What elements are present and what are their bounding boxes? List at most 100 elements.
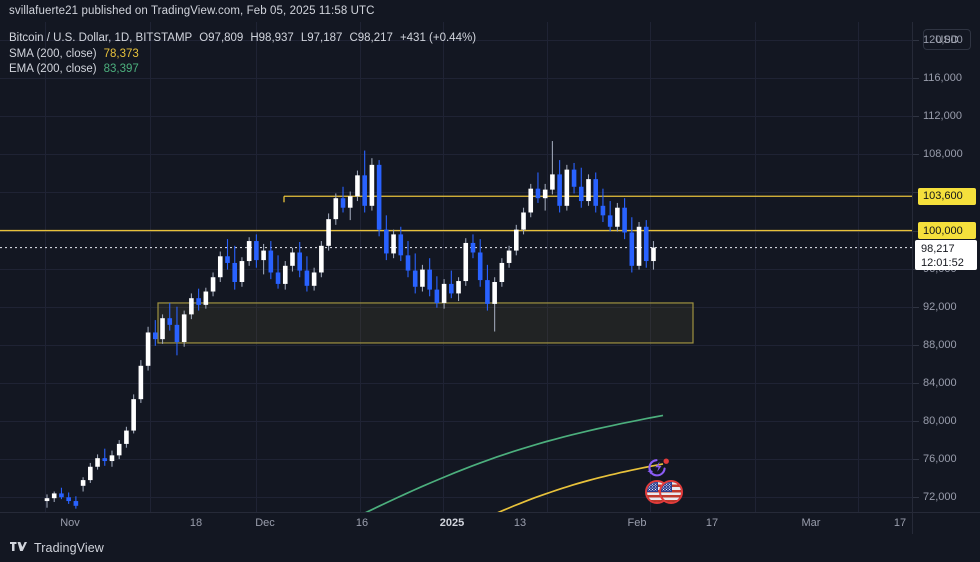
candle-body xyxy=(463,242,469,282)
candle-body xyxy=(398,234,404,256)
current-price-countdown: 12:01:52 xyxy=(921,256,964,269)
candle-body xyxy=(384,229,389,254)
gridline-horizontal xyxy=(0,116,912,117)
candle-body xyxy=(239,261,245,282)
candle-body xyxy=(304,270,310,286)
time-scale-label: 2025 xyxy=(439,517,465,529)
candle-body xyxy=(210,277,216,292)
candle-body xyxy=(571,169,577,187)
time-scale-label: Mar xyxy=(801,517,821,529)
candle-body xyxy=(109,455,115,462)
gridline-horizontal xyxy=(0,78,912,79)
candle-body xyxy=(189,298,194,315)
candle-body xyxy=(485,280,490,304)
candle-body xyxy=(246,241,252,262)
candlestick-series xyxy=(44,141,656,509)
candle-body xyxy=(651,247,656,262)
candle-body xyxy=(542,189,548,199)
time-scale-label: 17 xyxy=(893,517,907,529)
chart-legend: Bitcoin / U.S. Dollar, 1D, BITSTAMP O97,… xyxy=(9,31,476,78)
candle-body xyxy=(282,265,288,284)
candle-body xyxy=(477,252,483,281)
sma-label: SMA (200, close) xyxy=(9,47,97,60)
candle-body xyxy=(535,188,541,199)
legend-study-sma[interactable]: SMA (200, close) 78,373 xyxy=(9,47,476,63)
candle-body xyxy=(362,175,367,206)
candle-body xyxy=(44,498,50,502)
time-scale-label: 13 xyxy=(513,517,527,529)
demand-zone-rectangle[interactable] xyxy=(157,302,694,344)
candle-body xyxy=(643,226,649,262)
price-tick xyxy=(913,78,919,79)
economic-event-icon[interactable] xyxy=(646,456,672,485)
candle-body xyxy=(405,255,411,271)
moving-average-layer xyxy=(365,414,664,512)
candle-body xyxy=(528,188,534,213)
chart-pane[interactable]: Bitcoin / U.S. Dollar, 1D, BITSTAMP O97,… xyxy=(0,22,912,512)
candle-body xyxy=(578,186,584,202)
gridline-horizontal xyxy=(0,231,912,232)
time-scale-label: Feb xyxy=(627,517,647,529)
candle-body xyxy=(196,298,201,305)
candle-body xyxy=(124,430,129,444)
price-tick xyxy=(913,40,919,41)
tradingview-wordmark: TradingView xyxy=(34,541,104,555)
gridline-horizontal xyxy=(0,307,912,308)
candle-body xyxy=(347,196,353,208)
candle-body xyxy=(116,443,122,456)
chart-frame: Bitcoin / U.S. Dollar, 1D, BITSTAMP O97,… xyxy=(0,22,980,534)
candle-body xyxy=(80,480,86,486)
candle-body xyxy=(73,501,79,506)
gridline-horizontal xyxy=(0,154,912,155)
price-level-badge[interactable]: 103,600 xyxy=(918,187,976,205)
candle-body xyxy=(59,493,64,498)
legend-symbol-row[interactable]: Bitcoin / U.S. Dollar, 1D, BITSTAMP O97,… xyxy=(9,31,476,47)
us-flag-event-marker[interactable] xyxy=(659,480,683,504)
gridline-vertical xyxy=(650,22,651,512)
candle-body xyxy=(160,318,165,340)
drawings-layer xyxy=(0,195,912,344)
candle-body xyxy=(297,252,302,271)
candle-body xyxy=(275,272,281,284)
time-scale-corner xyxy=(912,512,980,534)
candle-body xyxy=(629,232,635,266)
gridline-vertical xyxy=(443,22,444,512)
published-bar: svillafuerte21 published on TradingView.… xyxy=(0,0,980,22)
price-scale-label: 88,000 xyxy=(923,338,957,351)
legend-symbol-title: Bitcoin / U.S. Dollar, 1D, BITSTAMP xyxy=(9,32,193,44)
price-level-badge[interactable]: 100,000 xyxy=(918,222,976,240)
price-tick xyxy=(913,307,919,308)
ohlc-high-value: 98,937 xyxy=(258,32,294,44)
current-price-badge[interactable]: 98,217 12:01:52 xyxy=(915,239,977,270)
candle-body xyxy=(636,226,642,266)
price-plot[interactable] xyxy=(0,22,912,512)
price-scale-label: 80,000 xyxy=(923,415,957,428)
candle-body xyxy=(514,229,519,251)
price-tick xyxy=(913,421,919,422)
candle-body xyxy=(326,219,331,246)
price-tick xyxy=(913,231,919,232)
candle-body xyxy=(586,179,591,202)
candle-body xyxy=(434,289,440,303)
candle-body xyxy=(138,365,144,400)
candle-body xyxy=(333,198,339,220)
time-scale[interactable]: Nov 18 Dec 16 2025 13 Feb 17 Mar 17 xyxy=(0,512,912,534)
candle-body xyxy=(95,458,100,467)
gridline-horizontal xyxy=(0,345,912,346)
ohlc-close-value: 98,217 xyxy=(357,32,393,44)
candle-body xyxy=(470,242,476,253)
candle-body xyxy=(564,169,570,206)
legend-study-ema[interactable]: EMA (200, close) 83,397 xyxy=(9,62,476,78)
ohlc-high-label: H xyxy=(250,32,259,44)
price-scale[interactable]: USD 120,000116,000112,000108,000100,0009… xyxy=(912,22,980,534)
ohlc-low-label: L xyxy=(300,32,308,44)
candle-body xyxy=(369,164,375,206)
price-tick xyxy=(913,116,919,117)
candle-body xyxy=(506,250,512,263)
candle-body xyxy=(51,493,57,499)
time-scale-label: 18 xyxy=(189,517,203,529)
candle-body xyxy=(319,245,324,273)
candle-body xyxy=(449,283,454,294)
candle-body xyxy=(456,281,461,294)
candle-body xyxy=(557,174,562,206)
